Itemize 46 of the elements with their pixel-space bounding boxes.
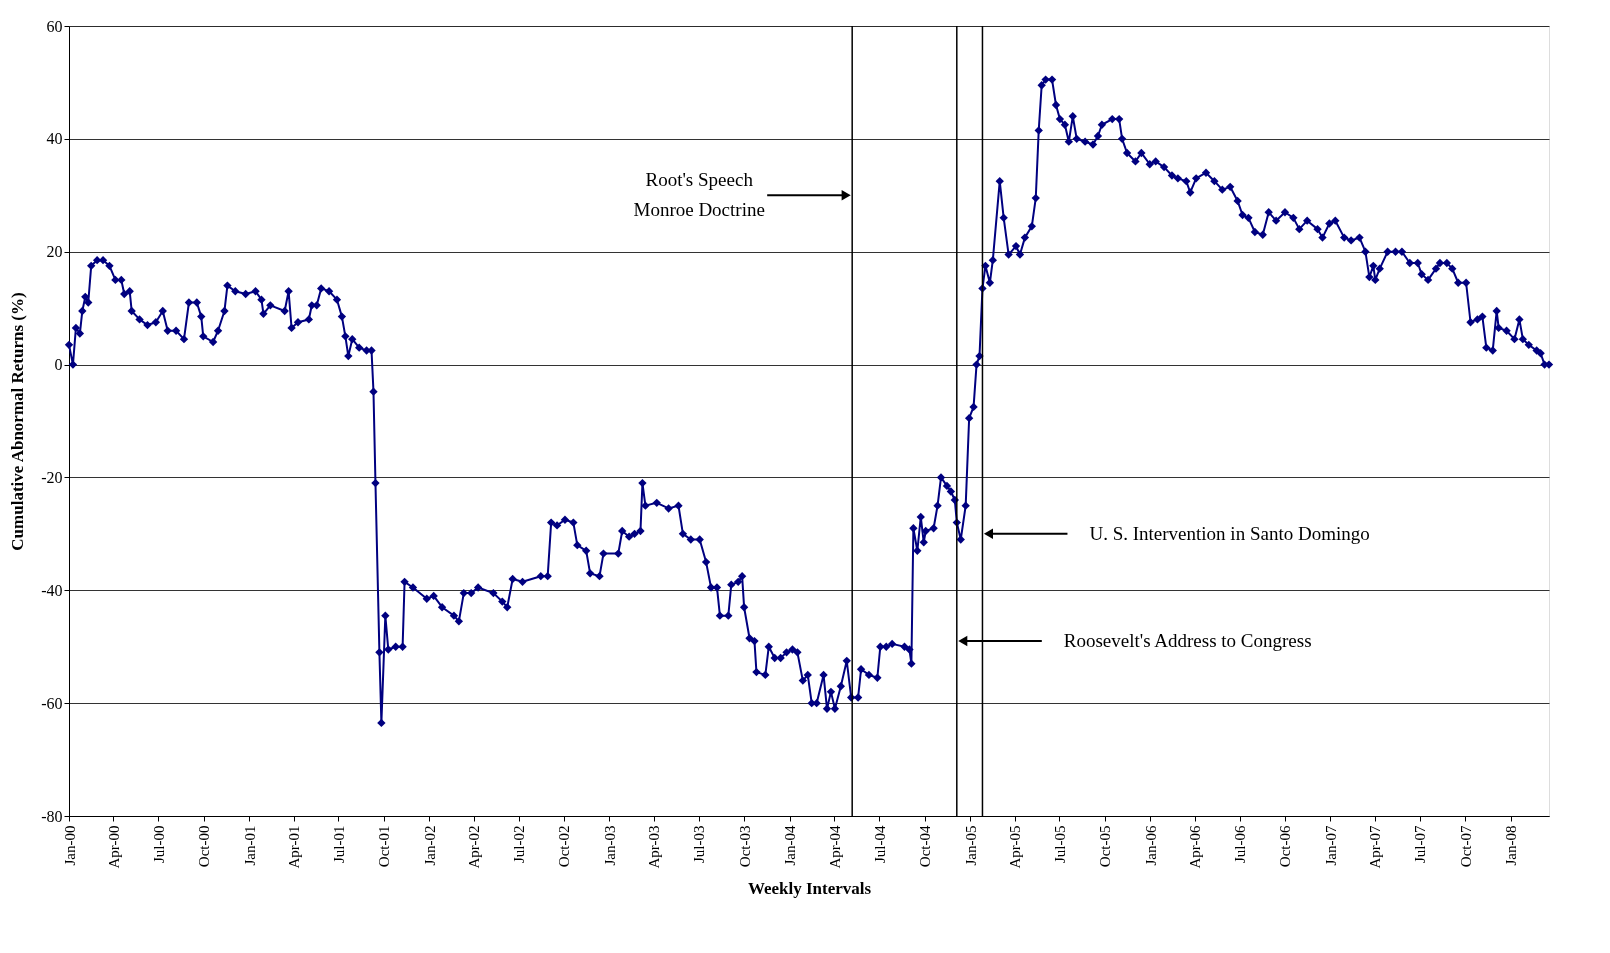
y-tick-label: 0: [54, 356, 63, 374]
x-tick-label: Apr-06: [1187, 825, 1204, 869]
x-tick-label: Apr-00: [105, 825, 122, 869]
x-tick-label: Oct-05: [1097, 825, 1114, 868]
x-tick-label: Oct-01: [376, 825, 393, 868]
y-tick-label: 60: [46, 17, 63, 35]
annotation: Roosevelt's Address to Congress: [1063, 630, 1312, 652]
y-tick-label: -20: [41, 468, 63, 486]
x-tick-label: Jul-02: [511, 825, 528, 863]
x-tick-label: Jul-01: [330, 825, 347, 863]
y-tick-label: -40: [41, 581, 63, 599]
x-axis-title: Weekly Intervals: [747, 878, 872, 898]
x-tick-label: Jan-07: [1322, 825, 1339, 866]
x-tick-label: Apr-04: [826, 825, 843, 869]
x-tick-label: Oct-00: [196, 825, 213, 868]
x-tick-label: Oct-03: [736, 825, 753, 868]
y-tick-label: 20: [46, 243, 63, 261]
x-tick-label: Jan-03: [601, 825, 618, 866]
y-tick-label: -60: [41, 694, 63, 712]
x-tick-label: Jan-05: [962, 825, 979, 866]
x-tick-label: Oct-04: [917, 825, 934, 868]
annotation: U. S. Intervention in Santo Domingo: [1089, 522, 1370, 544]
x-tick-label: Jul-03: [691, 825, 708, 863]
x-tick-label: Apr-07: [1367, 825, 1384, 869]
x-tick-label: Oct-07: [1457, 825, 1474, 868]
x-tick-label: Oct-06: [1277, 825, 1294, 868]
y-axis-title: Cumulative Abnormal Returns (%): [8, 292, 28, 551]
annotation: Root's Speech Monroe Doctrine: [633, 169, 765, 221]
y-tick-label: 40: [46, 130, 63, 148]
x-tick-label: Jul-04: [871, 825, 888, 863]
x-tick-label: Jul-05: [1051, 825, 1068, 863]
x-tick-label: Jan-04: [782, 825, 799, 866]
x-tick-label: Jan-06: [1142, 825, 1159, 866]
x-tick-label: Jul-07: [1412, 825, 1429, 863]
x-tick-label: Apr-01: [286, 825, 303, 869]
x-tick-label: Jan-02: [421, 825, 438, 866]
x-tick-label: Jan-00: [61, 825, 78, 866]
x-tick-label: Jul-06: [1232, 825, 1249, 863]
x-tick-label: Apr-05: [1007, 825, 1024, 869]
x-tick-label: Apr-02: [466, 825, 483, 869]
x-tick-label: Jul-00: [150, 825, 167, 863]
y-tick-label: -80: [41, 807, 63, 825]
x-tick-label: Jan-01: [241, 825, 258, 866]
x-tick-label: Jan-08: [1503, 825, 1520, 866]
x-tick-label: Apr-03: [646, 825, 663, 869]
x-tick-label: Oct-02: [556, 825, 573, 868]
